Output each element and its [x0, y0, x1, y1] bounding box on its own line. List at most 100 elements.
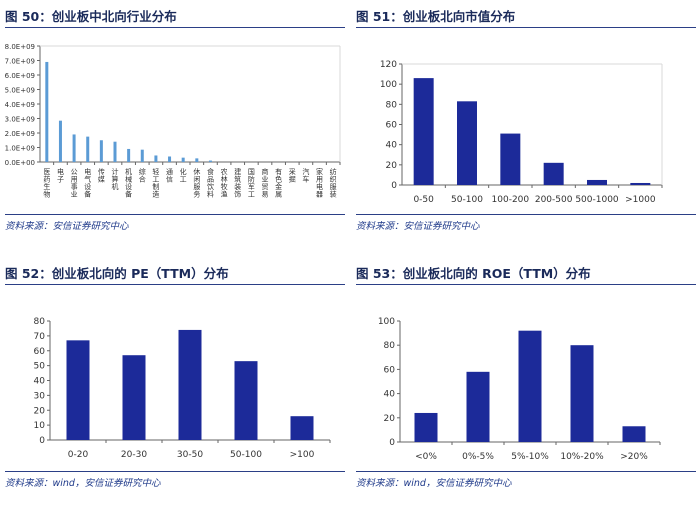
bar	[72, 134, 76, 162]
title-rule	[356, 284, 696, 285]
y-tick-label: 60	[384, 365, 396, 375]
y-tick-label: 100	[378, 317, 395, 327]
y-tick-label: 6.0E+09	[5, 72, 35, 80]
x-tick-label: 有色金属	[275, 167, 283, 199]
bar	[234, 361, 258, 440]
title-rule	[5, 27, 345, 28]
y-tick-label: 0	[389, 438, 395, 448]
bar	[518, 330, 542, 442]
bar	[457, 101, 477, 185]
bar	[414, 412, 438, 442]
bar	[413, 78, 434, 185]
bar	[630, 182, 651, 185]
x-tick-label: 20-30	[121, 450, 147, 460]
bar	[587, 179, 607, 185]
x-tick-label: 500-1000	[575, 195, 619, 205]
x-tick-label: >20%	[620, 452, 648, 462]
y-tick-label: 80	[384, 341, 396, 351]
y-tick-label: 0.0E+00	[5, 159, 35, 167]
x-tick-label: >100	[290, 450, 315, 460]
source-rule	[356, 471, 696, 472]
title-rule	[5, 284, 345, 285]
y-tick-label: 4.0E+09	[5, 101, 35, 109]
y-tick-label: 60	[34, 347, 46, 357]
y-tick-label: 80	[386, 100, 398, 110]
y-tick-label: 1.0E+09	[5, 145, 35, 153]
x-tick-label: 200-500	[535, 195, 573, 205]
x-tick-label: 传媒	[97, 167, 105, 184]
x-tick-label: 5%-10%	[511, 452, 549, 462]
bar	[500, 133, 521, 185]
x-tick-label: 50-100	[230, 450, 262, 460]
x-tick-label: 汽车	[302, 167, 310, 184]
x-tick-label: 食品饮料	[206, 167, 214, 199]
x-tick-label: 休闲服务	[193, 167, 201, 199]
panel-title: 图 53：创业板北向的 ROE（TTM）分布	[356, 266, 591, 281]
y-tick-label: 40	[386, 141, 398, 151]
y-tick-label: 20	[386, 161, 398, 171]
panel-title: 图 50：创业板中北向行业分布	[5, 9, 177, 24]
y-tick-label: 10	[34, 421, 46, 431]
bar	[122, 355, 146, 440]
source-note: 资料来源：wind，安信证券研究中心	[356, 478, 512, 489]
x-tick-label: 纺织服装	[329, 167, 337, 199]
x-tick-label: 综合	[138, 167, 146, 184]
x-tick-label: 0%-5%	[462, 452, 494, 462]
y-tick-label: 120	[380, 60, 397, 70]
y-tick-label: 70	[34, 332, 46, 342]
bar	[622, 426, 646, 442]
y-tick-label: 50	[34, 362, 46, 372]
x-tick-label: 30-50	[177, 450, 203, 460]
y-tick-label: 40	[384, 390, 396, 400]
y-tick-label: 100	[380, 80, 397, 90]
source-note: 资料来源：安信证券研究中心	[5, 221, 129, 232]
bar	[178, 329, 202, 440]
bar	[58, 120, 62, 162]
bar	[86, 136, 90, 162]
title-rule	[356, 27, 696, 28]
x-tick-label: 采掘	[288, 167, 296, 184]
y-tick-label: 0	[39, 436, 45, 446]
x-tick-label: 建筑装饰	[234, 167, 242, 199]
bar	[45, 61, 49, 163]
x-tick-label: 通信	[166, 167, 174, 184]
x-tick-label: 轻工制造	[152, 167, 160, 199]
source-rule	[5, 214, 345, 215]
x-tick-label: 机械设备	[125, 167, 133, 199]
y-tick-label: 40	[34, 377, 46, 387]
y-tick-label: 0	[391, 181, 397, 191]
y-tick-label: 20	[384, 414, 396, 424]
x-tick-label: 电气设备	[84, 167, 92, 199]
y-tick-label: 60	[386, 121, 398, 131]
source-note: 资料来源：wind，安信证券研究中心	[5, 478, 161, 489]
x-tick-label: 计算机	[111, 167, 119, 191]
x-tick-label: 商业贸易	[261, 167, 269, 199]
x-tick-label: 化工	[179, 167, 187, 183]
y-tick-label: 3.0E+09	[5, 116, 35, 124]
bar	[113, 141, 117, 162]
bar	[195, 158, 199, 162]
x-tick-label: 电子	[56, 167, 64, 183]
y-tick-label: 8.0E+09	[5, 43, 35, 51]
bar	[66, 340, 90, 440]
x-tick-label: 公用事业	[70, 168, 78, 198]
source-note: 资料来源：安信证券研究中心	[356, 221, 480, 232]
bar	[543, 162, 564, 185]
bar	[570, 345, 594, 442]
x-tick-label: 医药生物	[43, 168, 51, 199]
y-tick-label: 2.0E+09	[5, 130, 35, 138]
source-rule	[5, 471, 345, 472]
panel-title: 图 51：创业板北向市值分布	[356, 9, 516, 24]
bar	[140, 149, 144, 162]
source-rule	[356, 214, 696, 215]
y-tick-label: 80	[34, 317, 46, 327]
bar	[466, 371, 490, 442]
x-tick-label: 家用电器	[316, 167, 324, 199]
x-tick-label: 10%-20%	[560, 452, 604, 462]
bar	[290, 416, 314, 440]
bar	[99, 140, 103, 162]
x-tick-label: <0%	[415, 452, 437, 462]
x-tick-label: 100-200	[492, 195, 530, 205]
x-tick-label: 50-100	[451, 195, 483, 205]
bar	[127, 148, 131, 162]
